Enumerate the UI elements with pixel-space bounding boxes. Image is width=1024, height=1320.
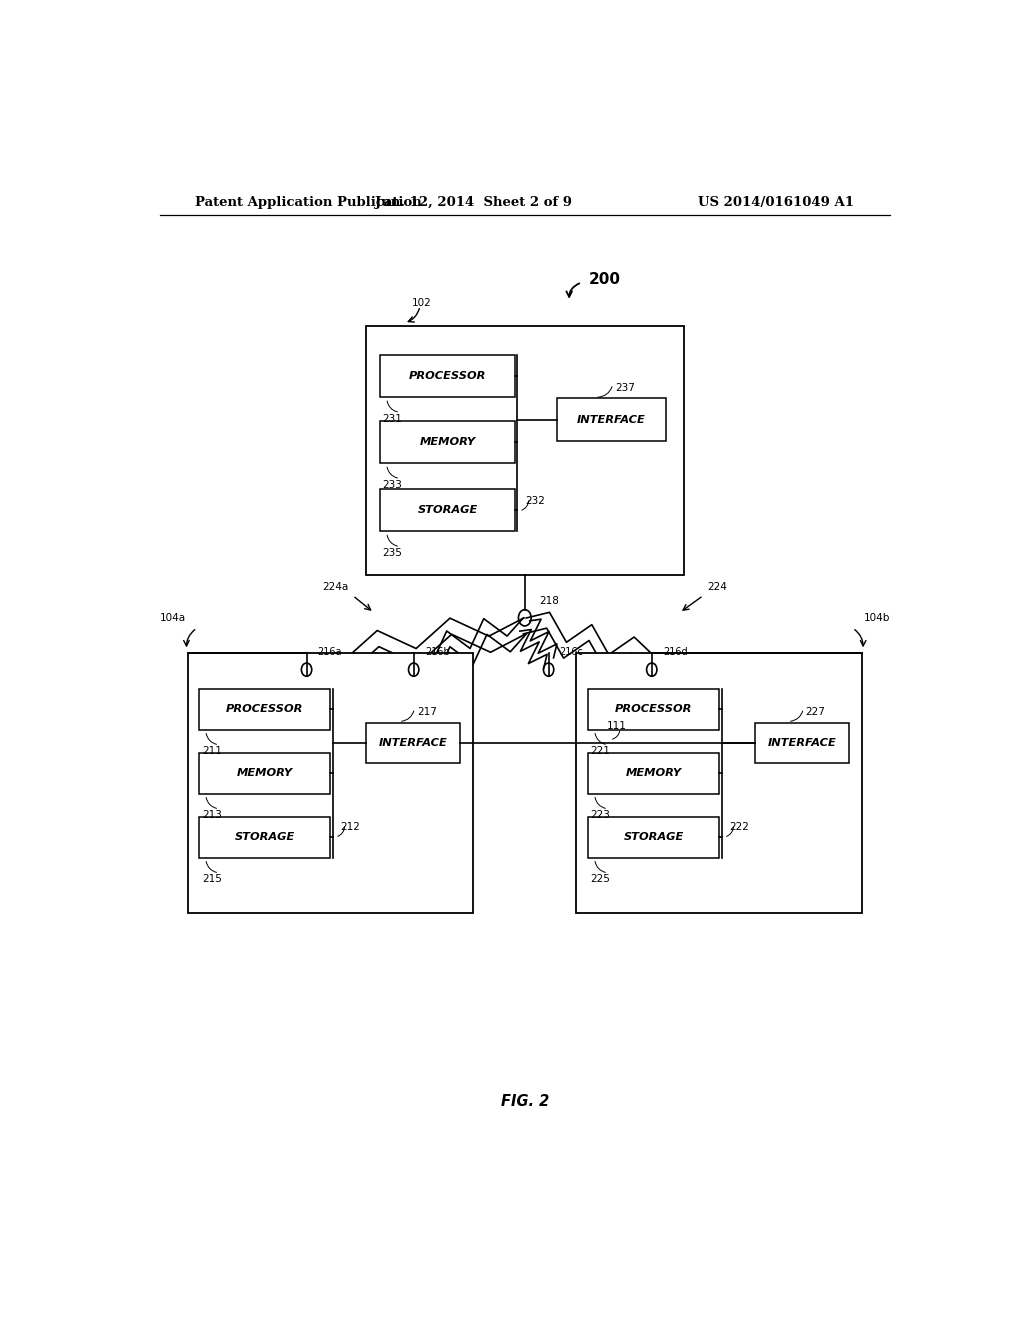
Text: FIG. 2: FIG. 2 [501, 1094, 549, 1109]
Text: PROCESSOR: PROCESSOR [615, 705, 692, 714]
Text: STORAGE: STORAGE [624, 833, 684, 842]
Text: 235: 235 [383, 548, 402, 557]
Text: 216d: 216d [663, 647, 687, 657]
Text: US 2014/0161049 A1: US 2014/0161049 A1 [698, 195, 854, 209]
Text: Patent Application Publication: Patent Application Publication [196, 195, 422, 209]
Text: 200: 200 [588, 272, 621, 288]
Text: 217: 217 [417, 708, 437, 718]
Text: 104a: 104a [160, 612, 186, 623]
Text: PROCESSOR: PROCESSOR [226, 705, 303, 714]
Text: 215: 215 [202, 874, 221, 884]
Bar [588, 689, 719, 730]
Text: MEMORY: MEMORY [420, 437, 476, 447]
Text: 227: 227 [806, 708, 825, 718]
Bar [380, 421, 515, 463]
Text: 222: 222 [729, 822, 750, 832]
Text: PROCESSOR: PROCESSOR [410, 371, 486, 381]
Text: 224a: 224a [323, 582, 348, 593]
Text: 225: 225 [591, 874, 610, 884]
Text: 216a: 216a [317, 647, 342, 657]
Text: 216c: 216c [560, 647, 584, 657]
Text: 211: 211 [202, 746, 221, 756]
Bar [557, 399, 666, 441]
Bar [367, 722, 460, 763]
Text: 104b: 104b [863, 612, 890, 623]
Text: 216b: 216b [425, 647, 450, 657]
Text: INTERFACE: INTERFACE [577, 414, 646, 425]
Text: STORAGE: STORAGE [234, 833, 295, 842]
Text: 223: 223 [591, 810, 610, 820]
Text: 111: 111 [607, 721, 627, 731]
Bar [367, 326, 684, 576]
Text: 218: 218 [539, 595, 559, 606]
Text: 237: 237 [615, 383, 635, 393]
Bar [577, 653, 862, 912]
Bar [187, 653, 473, 912]
Bar [380, 355, 515, 397]
Bar [200, 817, 331, 858]
Text: STORAGE: STORAGE [418, 506, 478, 515]
Bar [200, 689, 331, 730]
Text: 213: 213 [202, 810, 221, 820]
Text: 102: 102 [412, 298, 432, 308]
Bar [588, 817, 719, 858]
Text: MEMORY: MEMORY [626, 768, 682, 779]
Text: 231: 231 [383, 413, 402, 424]
Text: INTERFACE: INTERFACE [767, 738, 837, 748]
Text: Jun. 12, 2014  Sheet 2 of 9: Jun. 12, 2014 Sheet 2 of 9 [375, 195, 571, 209]
Text: 224: 224 [708, 582, 727, 593]
Text: INTERFACE: INTERFACE [379, 738, 447, 748]
Text: MEMORY: MEMORY [237, 768, 293, 779]
Text: 212: 212 [341, 822, 360, 832]
Text: 221: 221 [591, 746, 610, 756]
Bar [380, 488, 515, 532]
Bar [755, 722, 849, 763]
Text: 233: 233 [383, 479, 402, 490]
Bar [588, 752, 719, 793]
Text: 232: 232 [524, 496, 545, 506]
Bar [200, 752, 331, 793]
